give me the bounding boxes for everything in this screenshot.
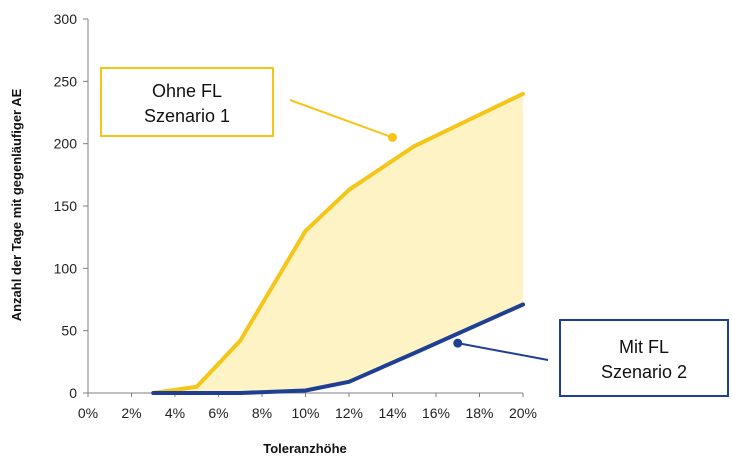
x-tick-label: 6%	[208, 405, 228, 421]
y-tick-label: 250	[54, 73, 78, 89]
y-tick-label: 50	[61, 323, 77, 339]
tick-label-layer: 0 50 100 150 200 250 300 0% 2% 4% 6% 8% 10% 12% 14% 16%…	[54, 11, 537, 421]
callout-label: Mit FL	[619, 337, 669, 357]
callout-label: Szenario 1	[144, 106, 230, 126]
x-tick-label: 12%	[335, 405, 363, 421]
callout-point-marker	[388, 132, 397, 142]
x-tick-label: 18%	[465, 405, 493, 421]
x-tick-label: 10%	[291, 405, 319, 421]
annotation-layer: Ohne FL Szenario 1 Mit FL Szenario 2	[100, 67, 729, 397]
y-tick-label: 300	[54, 11, 78, 27]
callout-label: Szenario 2	[601, 362, 687, 382]
series-layer	[151, 91, 525, 395]
x-axis-title: Toleranzhöhe	[263, 441, 347, 456]
series-line-2	[151, 302, 525, 395]
x-tick-label: 14%	[378, 405, 406, 421]
callout-point-marker	[453, 338, 463, 348]
callout-leader-line	[457, 342, 549, 361]
fill-area-layer	[153, 93, 523, 394]
x-tick-label: 20%	[509, 405, 537, 421]
y-axis-title: Anzahl der Tage mit gegenläufiger AE	[9, 88, 24, 321]
y-tick-label: 0	[69, 385, 77, 401]
x-tick-label: 8%	[252, 405, 272, 421]
callout-box	[559, 319, 729, 397]
x-tick-label: 4%	[165, 405, 185, 421]
callout-box	[100, 67, 274, 137]
callout-label: Ohne FL	[152, 81, 222, 101]
fill-between-series	[153, 93, 523, 394]
y-tick-label: 200	[54, 136, 78, 152]
y-tick-label: 150	[54, 198, 78, 214]
y-tick-label: 100	[54, 260, 78, 276]
callout-leader-line	[289, 99, 393, 139]
x-tick-label: 2%	[121, 405, 141, 421]
series-line-1	[151, 91, 525, 395]
x-tick-label: 0%	[78, 405, 98, 421]
x-tick-label: 16%	[422, 405, 450, 421]
